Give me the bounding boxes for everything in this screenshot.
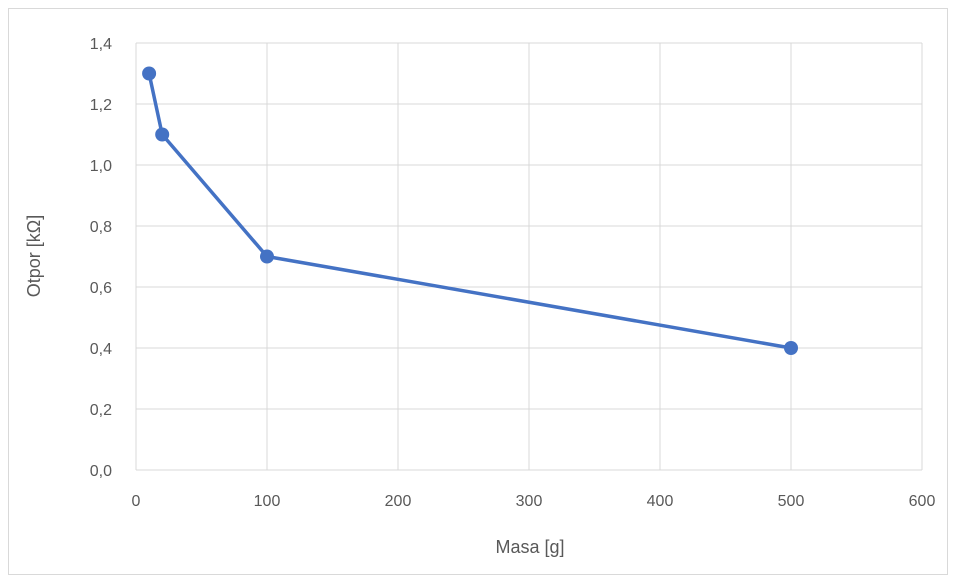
y-axis-title: Otpor [kΩ]: [24, 215, 44, 297]
series-group: [142, 66, 798, 355]
y-tick-label: 0,6: [90, 280, 112, 297]
x-axis-title: Masa [g]: [495, 537, 564, 557]
x-tick-label: 200: [385, 493, 412, 510]
series-line: [147, 73, 792, 350]
y-tick-label: 0,2: [90, 402, 112, 419]
x-tick-label: 300: [516, 493, 543, 510]
x-tick-labels: 0 100 200 300 400 500 600: [132, 493, 936, 510]
grid-lines: [135, 42, 923, 471]
y-tick-label: 0,4: [90, 341, 112, 358]
data-point: [155, 127, 170, 142]
y-tick-label: 1,2: [90, 97, 112, 114]
y-tick-label: 0,8: [90, 219, 112, 236]
x-tick-label: 600: [909, 493, 936, 510]
data-point: [142, 66, 157, 81]
data-point: [260, 249, 274, 264]
data-point: [784, 341, 798, 355]
y-tick-label: 1,4: [90, 36, 112, 53]
x-tick-label: 500: [778, 493, 805, 510]
y-tick-labels: 0,0 0,2 0,4 0,6 0,8 1,0 1,2 1,4: [90, 36, 112, 480]
x-tick-label: 400: [647, 493, 674, 510]
x-tick-label: 100: [254, 493, 281, 510]
y-tick-label: 0,0: [90, 463, 112, 480]
x-tick-label: 0: [132, 493, 141, 510]
y-tick-label: 1,0: [90, 158, 112, 175]
